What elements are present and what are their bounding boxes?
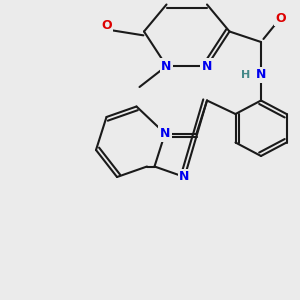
Text: O: O <box>101 19 112 32</box>
Text: N: N <box>256 68 266 82</box>
Text: N: N <box>179 170 190 184</box>
Text: N: N <box>160 127 170 140</box>
Text: O: O <box>275 11 286 25</box>
Text: N: N <box>161 59 172 73</box>
Text: N: N <box>256 68 266 82</box>
Text: H: H <box>242 70 250 80</box>
Text: N: N <box>202 59 212 73</box>
